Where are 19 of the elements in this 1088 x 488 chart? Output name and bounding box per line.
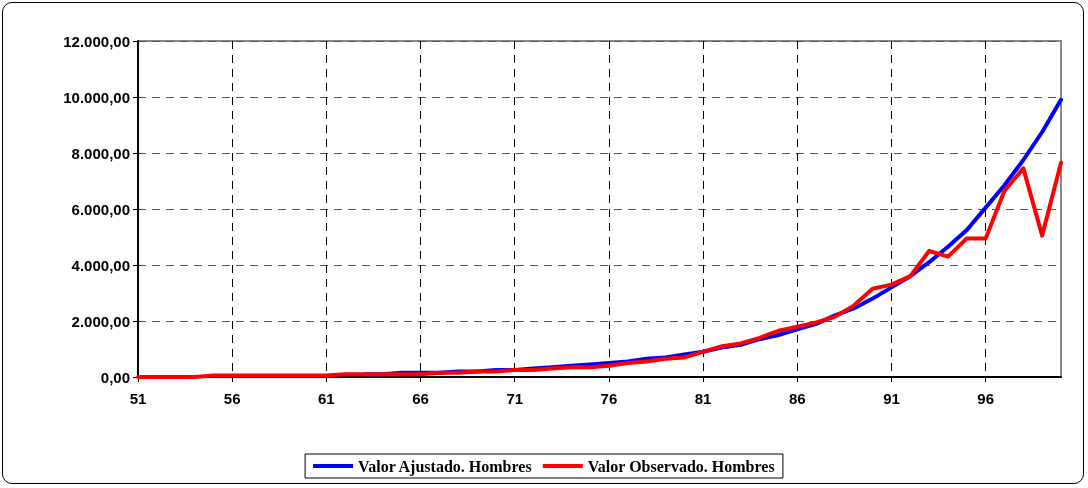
y-tick-label: 8.000,00 bbox=[71, 144, 130, 162]
x-tick-label: 66 bbox=[412, 390, 429, 407]
x-tick-label: 51 bbox=[129, 390, 147, 407]
y-tick-label: 2.000,00 bbox=[71, 312, 130, 330]
y-tick-label: 6.000,00 bbox=[71, 200, 130, 218]
y-tick-label: 0,00 bbox=[100, 368, 130, 386]
x-tick-label: 86 bbox=[788, 390, 806, 407]
legend-label: Valor Ajustado. Hombres bbox=[358, 457, 532, 476]
x-tick-label: 56 bbox=[223, 390, 241, 407]
x-tick-label: 81 bbox=[694, 390, 712, 407]
x-tick-label: 76 bbox=[600, 390, 618, 407]
legend-label: Valor Observado. Hombres bbox=[587, 457, 775, 475]
x-tick-label: 61 bbox=[318, 390, 335, 407]
y-tick-label: 10.000,00 bbox=[63, 88, 130, 106]
x-tick-label: 71 bbox=[506, 390, 524, 407]
x-tick-label: 96 bbox=[977, 390, 994, 407]
y-tick-label: 4.000,00 bbox=[71, 256, 130, 274]
y-tick-label: 12.000,00 bbox=[63, 32, 130, 50]
x-tick-label: 91 bbox=[883, 390, 900, 407]
